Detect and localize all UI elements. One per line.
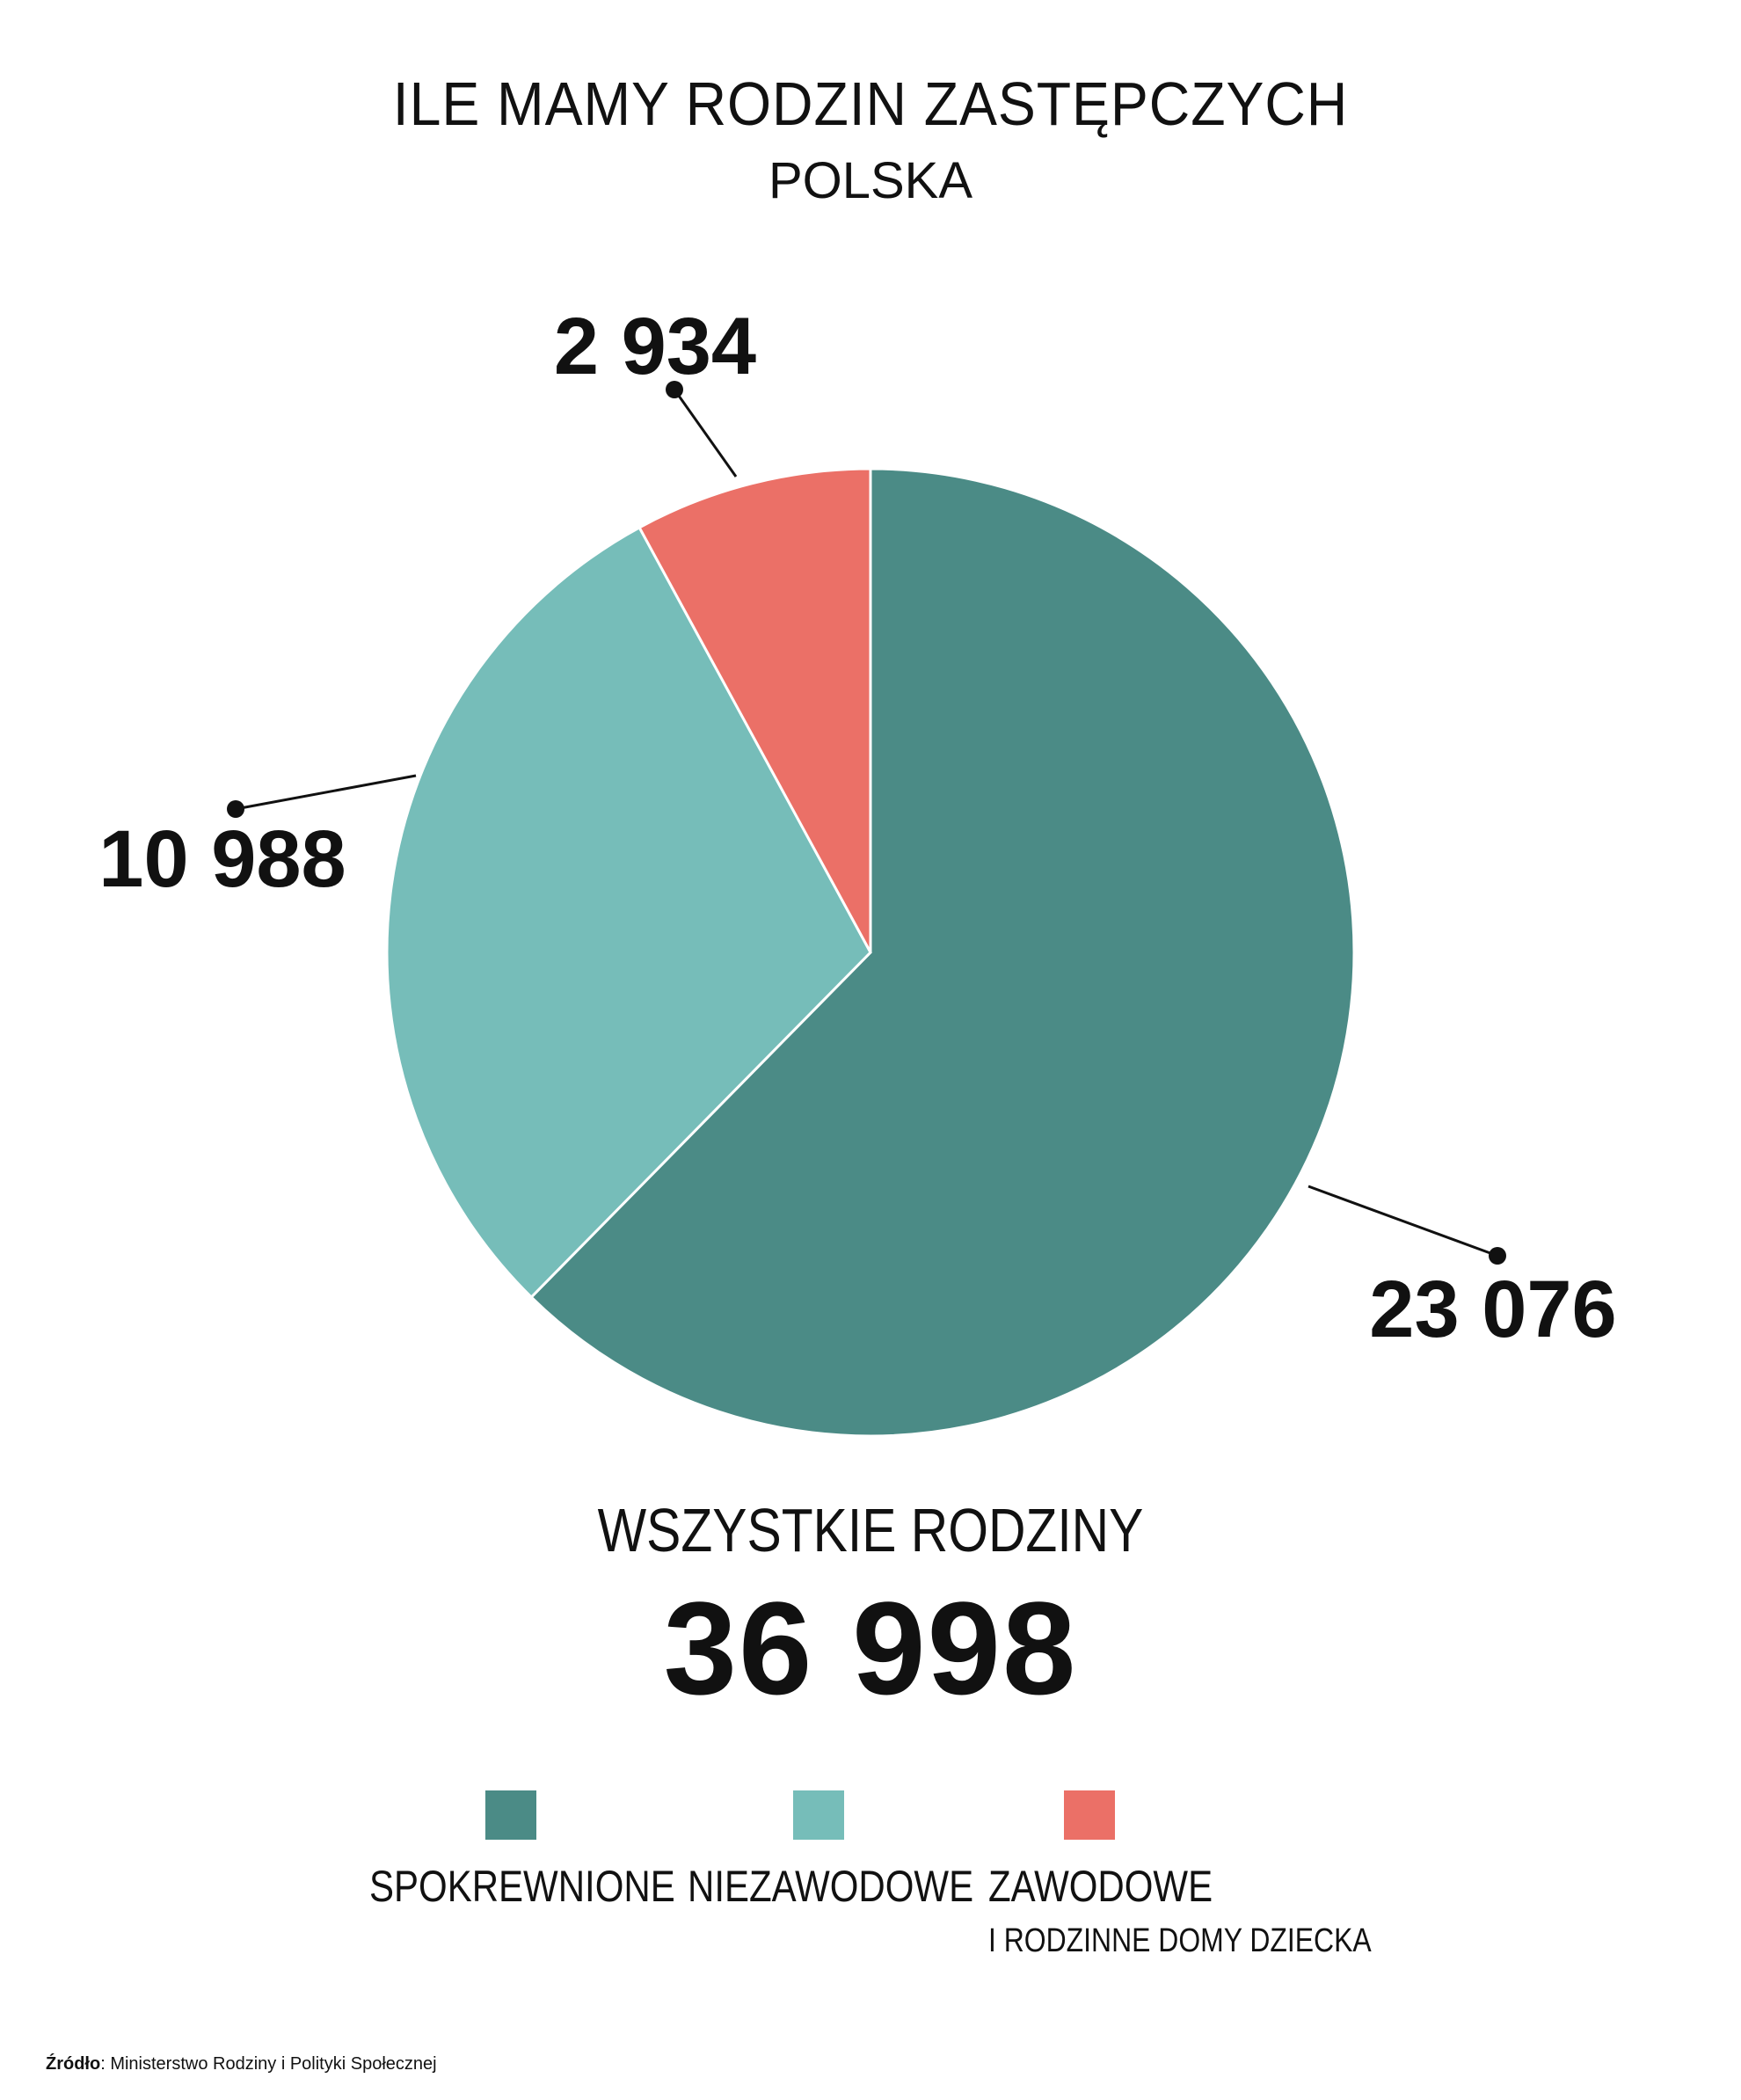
chart-title: ILE MAMY RODZIN ZASTĘPCZYCH xyxy=(392,69,1349,138)
data-label-niezawodowe: 10 988 xyxy=(98,814,346,904)
source-label: Źródło xyxy=(46,2054,101,2074)
leader-line-niezawodowe xyxy=(235,774,417,811)
leader-line-zawodowe xyxy=(673,389,738,478)
legend-label-niezawodowe: NIEZAWODOWE xyxy=(688,1862,974,1911)
total-label: WSZYSTKIE RODZINY xyxy=(597,1496,1144,1564)
data-label-spokrewnione: 23 076 xyxy=(1369,1265,1616,1354)
legend-swatch-niezawodowe xyxy=(793,1790,844,1840)
legend-swatch-spokrewnione xyxy=(485,1790,536,1840)
leader-dot-spokrewnione xyxy=(1489,1247,1506,1265)
pie-slice-niezawodowe xyxy=(385,525,872,1300)
data-label-zawodowe: 2 934 xyxy=(554,302,756,391)
source-text: : Ministerstwo Rodziny i Polityki Społec… xyxy=(100,2054,437,2074)
legend-label-zawodowe: ZAWODOWE xyxy=(988,1862,1213,1911)
legend-sublabel-zawodowe: I RODZINNE DOMY DZIECKA xyxy=(988,1922,1372,1959)
total-value: 36 998 xyxy=(663,1574,1078,1722)
pie-slice-spokrewnione xyxy=(529,467,1356,1438)
leader-dot-zawodowe xyxy=(666,381,683,398)
legend-label-spokrewnione: SPOKREWNIONE xyxy=(369,1862,675,1911)
pie-slice-zawodowe xyxy=(637,467,872,953)
leader-dot-niezawodowe xyxy=(227,800,244,818)
chart-subtitle: POLSKA xyxy=(768,152,973,209)
leader-line-spokrewnione xyxy=(1308,1185,1498,1258)
source-note: Źródło: Ministerstwo Rodziny i Polityki … xyxy=(46,2054,437,2074)
legend-swatch-zawodowe xyxy=(1064,1790,1115,1840)
